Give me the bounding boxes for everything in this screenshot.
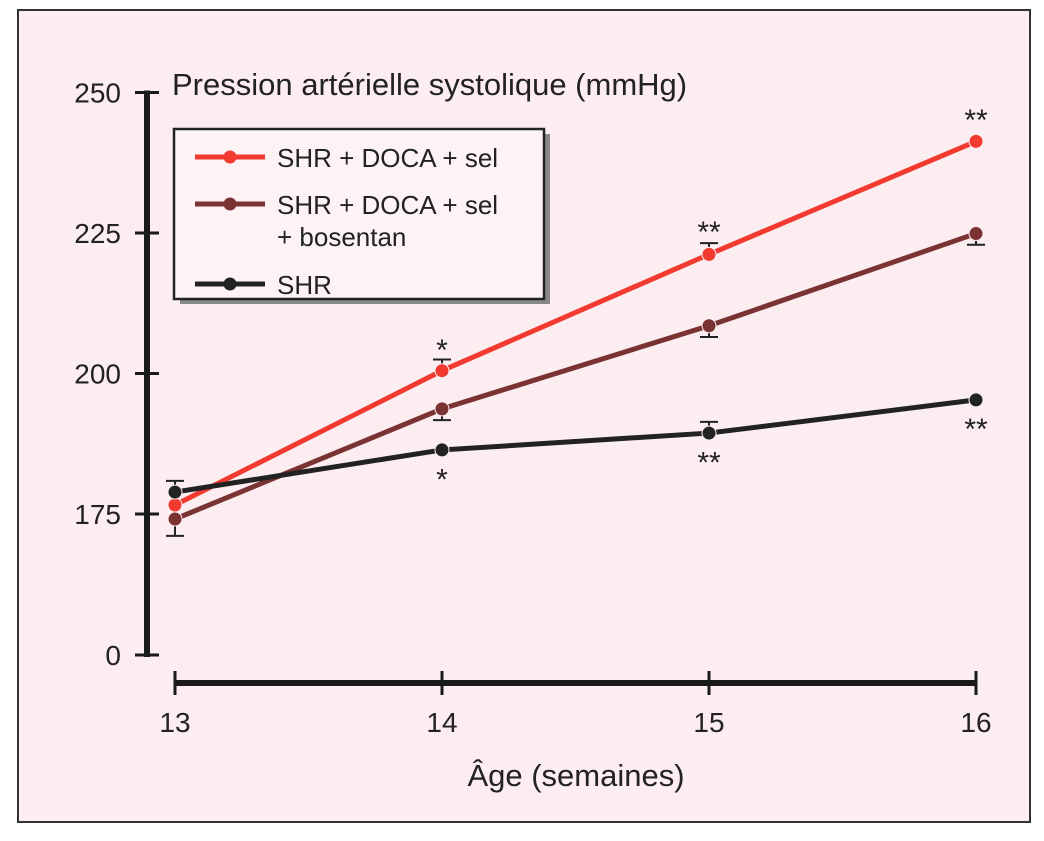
data-point: [968, 392, 984, 408]
significance-marker: **: [964, 104, 988, 137]
significance-marker: *: [436, 463, 448, 496]
legend-swatch-marker: [223, 197, 237, 211]
x-axis-label: Âge (semaines): [467, 758, 684, 793]
y-tick-label: 175: [74, 499, 121, 530]
data-point: [167, 511, 183, 527]
series-3: [166, 392, 984, 500]
data-point: [167, 497, 183, 513]
significance-marker: *: [436, 334, 448, 367]
y-tick-label: 250: [74, 78, 121, 109]
data-point: [167, 484, 183, 500]
data-point: [701, 246, 717, 262]
data-point: [968, 226, 984, 242]
axes: 0 175 200 225 250 13 14 15 16: [74, 78, 991, 739]
data-marks: **********: [166, 104, 988, 537]
legend-swatch-marker: [223, 150, 237, 164]
data-point: [434, 442, 450, 458]
legend-swatch-marker: [223, 277, 237, 291]
legend-label: + bosentan: [277, 222, 406, 252]
series-line: [173, 139, 977, 508]
y-tick-label: 0: [105, 640, 121, 671]
legend-label: SHR: [277, 270, 332, 300]
significance-marker: **: [697, 447, 721, 480]
x-tick-label: 13: [159, 707, 190, 738]
x-tick-label: 15: [693, 707, 724, 738]
x-tick-label: 14: [426, 707, 457, 738]
chart-title: Pression artérielle systolique (mmHg): [172, 67, 687, 102]
x-tick-label: 16: [960, 707, 991, 738]
series-line: [174, 397, 977, 495]
data-point: [701, 318, 717, 334]
y-tick-label: 225: [74, 218, 121, 249]
y-tick-label: 200: [74, 359, 121, 390]
significance-marker: **: [697, 216, 721, 249]
legend-label: SHR + DOCA + sel: [277, 143, 498, 173]
series-2: [166, 226, 985, 537]
data-point: [434, 363, 450, 379]
data-point: [434, 401, 450, 417]
data-point: [968, 133, 984, 149]
series-line: [174, 231, 977, 522]
data-point: [701, 425, 717, 441]
significance-marker: **: [964, 413, 988, 446]
series-1: [167, 133, 984, 513]
legend-label: SHR + DOCA + sel: [277, 190, 498, 220]
